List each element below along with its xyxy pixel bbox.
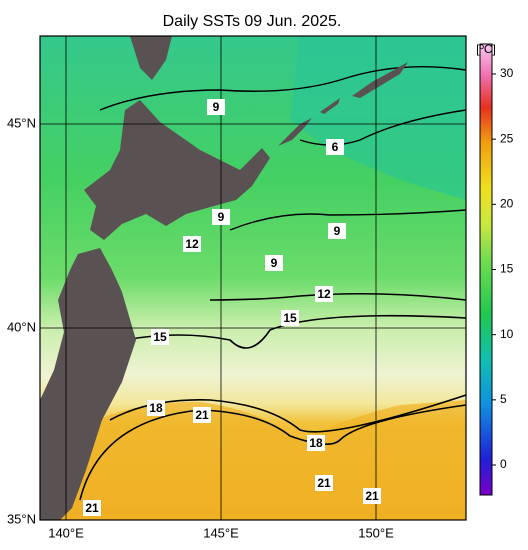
contour-label-box — [212, 209, 230, 225]
contour-label-box — [315, 475, 333, 491]
colorbar-unit: [ºC] — [476, 42, 496, 56]
contour-label: 18 — [149, 401, 163, 415]
cold-water — [290, 36, 466, 200]
contour-label: 9 — [334, 224, 341, 238]
contour-label: 21 — [365, 489, 379, 503]
contour-label-box — [328, 223, 346, 239]
contour-label: 18 — [309, 436, 323, 450]
colorbar-tick-label: 25 — [500, 131, 514, 145]
contour-line — [124, 314, 466, 349]
lon-label: 140°E — [48, 525, 84, 540]
land — [40, 248, 136, 520]
colorbar-tick-label: 15 — [500, 262, 514, 276]
contour-label: 9 — [213, 100, 220, 114]
contour-label-box — [265, 255, 283, 271]
contour-label-box — [315, 286, 333, 302]
colorbar-tick-label: 10 — [500, 327, 514, 341]
contour-label: 15 — [153, 330, 167, 344]
contour-label: 21 — [317, 476, 331, 490]
land — [278, 118, 312, 146]
contour-label-box — [326, 139, 344, 155]
contour-label: 12 — [185, 237, 199, 251]
contour-label-box — [151, 329, 169, 345]
contour-label-box — [281, 310, 299, 326]
map-area — [40, 36, 466, 520]
contour-label-box — [83, 500, 101, 516]
land — [130, 36, 172, 80]
contour-label-box — [193, 407, 211, 423]
contour-label: 12 — [317, 287, 331, 301]
lat-label: 40°N — [7, 319, 36, 334]
contour-label: 21 — [85, 501, 99, 515]
contour-label: 6 — [332, 140, 339, 154]
contour-label-box — [363, 488, 381, 504]
contour-label: 21 — [195, 408, 209, 422]
title: Daily SSTs 09 Jun. 2025. — [163, 13, 342, 30]
colorbar-tick-label: 30 — [500, 66, 514, 80]
contour-line — [229, 209, 466, 231]
lat-label: 35°N — [7, 511, 36, 526]
land — [84, 100, 270, 240]
contour-label: 9 — [218, 210, 225, 224]
contour-label-box — [307, 435, 325, 451]
contour-label-box — [183, 236, 201, 252]
colorbar-tick-label: 0 — [500, 457, 507, 471]
contour-line — [299, 109, 466, 146]
contour-label: 9 — [271, 256, 278, 270]
contour-label-box — [147, 400, 165, 416]
colorbar-tick-label: 5 — [500, 392, 507, 406]
lon-label: 145°E — [203, 525, 239, 540]
lat-label: 45°N — [7, 115, 36, 130]
land — [320, 62, 408, 114]
contour-label-box — [207, 99, 225, 115]
colorbar-tick-label: 20 — [500, 196, 514, 210]
contour-line — [79, 404, 466, 501]
contour-line — [209, 292, 466, 301]
lon-label: 150°E — [358, 525, 394, 540]
contour-label: 15 — [283, 311, 297, 325]
colorbar — [479, 43, 493, 496]
